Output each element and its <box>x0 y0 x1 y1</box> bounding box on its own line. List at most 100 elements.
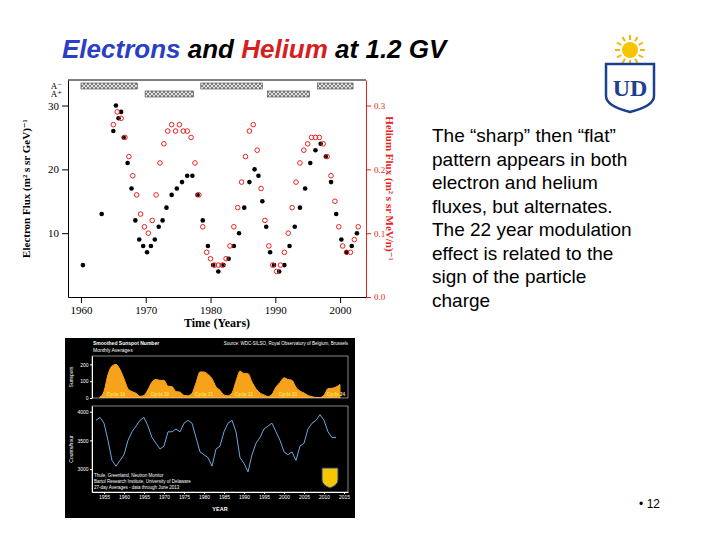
bullet-line: sign of the particle <box>432 266 586 287</box>
polarity-band <box>145 91 194 97</box>
tick-label: 2010 <box>319 494 330 500</box>
data-point <box>145 250 150 255</box>
tick-mark <box>90 440 92 441</box>
tick-label: 0.0 <box>374 292 386 302</box>
data-point <box>169 193 174 198</box>
axis: 0100200 <box>80 357 92 402</box>
data-point <box>286 231 291 236</box>
tick-mark <box>62 233 68 234</box>
sunspot-frame <box>92 356 348 398</box>
data-point <box>321 142 326 147</box>
data-point <box>137 237 142 242</box>
tick: 1960 <box>70 297 93 316</box>
axis-line <box>93 492 349 493</box>
tick-mark <box>90 381 92 382</box>
data-point <box>189 135 194 140</box>
title-part: at 1.2 GV <box>328 34 449 64</box>
neutron-note: 27-day Averages - data through June 2013 <box>94 485 180 490</box>
tick-label: 3500 <box>77 438 88 444</box>
tick: 0.0 <box>366 292 386 302</box>
tick-label: 1985 <box>219 494 230 500</box>
cycle-label: Cycle 24 <box>327 392 346 397</box>
tick: 1980 <box>199 492 210 500</box>
data-point <box>114 103 119 108</box>
axis: 1955196019651970197519801985199019952000… <box>93 492 351 500</box>
tick-mark <box>90 364 92 365</box>
data-point <box>206 244 211 249</box>
data-point <box>153 237 158 242</box>
data-point <box>287 244 292 249</box>
tick: 4000 <box>77 409 92 415</box>
data-point <box>125 161 130 166</box>
logo-sun <box>622 42 638 58</box>
bullet-line: pattern appears in both <box>432 149 627 170</box>
tick-label: 2005 <box>299 494 310 500</box>
bullet-line: electron and helium <box>432 172 598 193</box>
data-point <box>119 116 124 121</box>
tick: 1990 <box>239 492 250 500</box>
data-point <box>154 193 159 198</box>
tick-label: 1965 <box>139 494 150 500</box>
tick: 1970 <box>135 297 158 316</box>
tick-mark <box>366 233 371 234</box>
data-point <box>298 205 303 210</box>
data-point <box>339 237 344 242</box>
data-point <box>239 180 244 185</box>
tick-label: 100 <box>80 378 89 384</box>
data-point <box>156 224 161 229</box>
data-point <box>340 244 345 249</box>
data-point <box>200 218 205 223</box>
data-point <box>175 186 180 191</box>
tick: 1980 <box>200 297 223 316</box>
tick: 30 <box>48 100 68 112</box>
slide-title: Electrons and Helium at 1.2 GV <box>62 34 449 64</box>
data-point <box>99 212 104 217</box>
data-point <box>256 173 261 178</box>
logo-ray <box>640 49 645 51</box>
data-point <box>216 269 221 274</box>
page-number: • 12 <box>639 497 660 511</box>
cycle-label: Cycle 21 <box>195 392 214 397</box>
tick: 0.2 <box>366 165 385 175</box>
inset-subtitle: Monthly Averages <box>93 347 133 353</box>
logo-ray <box>615 49 620 51</box>
data-point <box>264 224 269 229</box>
tick: 10 <box>48 227 68 239</box>
tick-mark <box>146 297 147 303</box>
series <box>111 110 360 274</box>
data-point <box>169 122 174 127</box>
tick-label: 2000 <box>279 494 290 500</box>
tick-label: 200 <box>80 362 89 368</box>
logo-shield <box>606 64 654 112</box>
data-point <box>260 199 265 204</box>
axis: 10 20 30 <box>48 81 69 298</box>
data-point <box>247 180 252 185</box>
data-point <box>333 199 338 204</box>
tick-label: 1980 <box>199 494 210 500</box>
tick-label: 0.1 <box>374 229 385 239</box>
axis-line <box>69 297 367 298</box>
data-point <box>270 263 275 268</box>
data-point <box>111 122 116 127</box>
logo-ray <box>635 59 638 63</box>
data-point <box>308 161 313 166</box>
neutron-frame <box>92 406 348 492</box>
polarity-label: A⁺ <box>51 89 62 99</box>
inset-title: Smoothed Sunspot Number <box>93 340 159 346</box>
tick: 2010 <box>319 492 330 500</box>
data-point <box>164 205 169 210</box>
logo-text: UD <box>613 75 648 101</box>
axis: 19601970198019902000 <box>69 297 367 316</box>
data-point <box>356 224 361 229</box>
data-point <box>138 212 143 217</box>
data-point <box>190 173 195 178</box>
tick-mark <box>81 297 82 303</box>
cycle-label: Cycle 19 <box>107 392 126 397</box>
data-point <box>193 161 198 166</box>
tick: 20 <box>48 163 68 175</box>
tick: 2000 <box>279 492 290 500</box>
data-point <box>237 231 242 236</box>
frame-top <box>68 80 366 81</box>
bullet-line: effect is related to the <box>432 243 613 264</box>
tick-label: 1970 <box>135 304 158 316</box>
